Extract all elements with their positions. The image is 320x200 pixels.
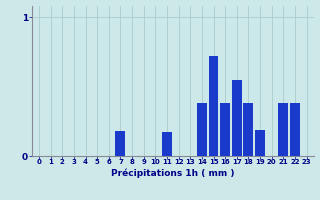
- Bar: [162, 132, 172, 156]
- Bar: [220, 103, 230, 156]
- Bar: [278, 103, 288, 156]
- Bar: [232, 80, 242, 156]
- Bar: [290, 103, 300, 156]
- Bar: [209, 56, 219, 156]
- X-axis label: Précipitations 1h ( mm ): Précipitations 1h ( mm ): [111, 168, 235, 178]
- Bar: [197, 103, 207, 156]
- Bar: [116, 131, 125, 156]
- Bar: [255, 130, 265, 156]
- Bar: [244, 103, 253, 156]
